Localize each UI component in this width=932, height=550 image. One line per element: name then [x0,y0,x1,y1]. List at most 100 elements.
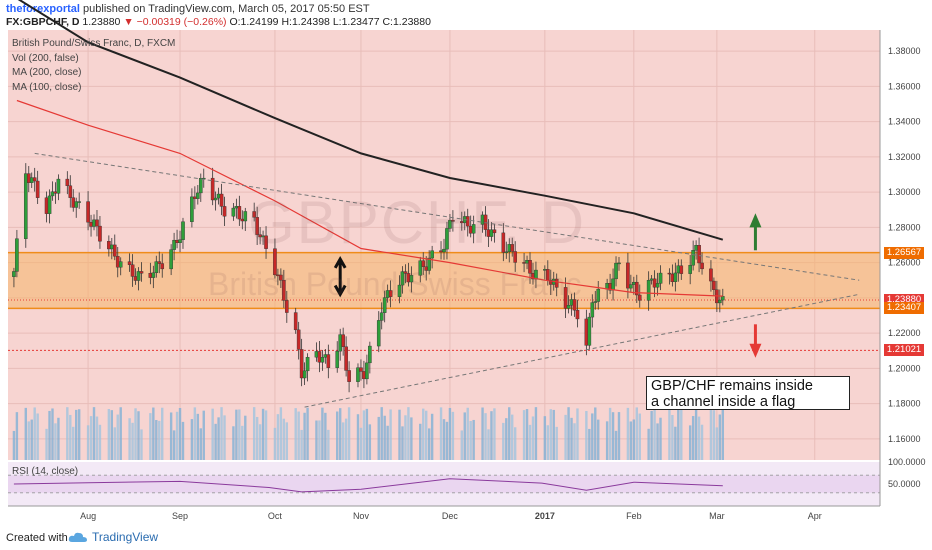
volume-bar [86,425,90,460]
cloud-icon [68,532,87,542]
candle-body [379,312,384,321]
volume-bar [466,407,469,460]
volume-bar [297,411,300,460]
legend-ma200[interactable]: MA (200, close) [12,67,82,78]
x-tick-label: Feb [626,511,642,521]
candle-body [213,197,218,201]
y-tick-label: 1.28000 [888,222,921,232]
volume-bar [677,409,680,460]
volume-bar [273,427,277,460]
volume-bar [211,408,214,460]
rsi-label[interactable]: RSI (14, close) [12,466,79,477]
volume-bar [193,407,197,460]
candle-body [694,245,698,251]
volume-bar [202,410,205,460]
candle-body [216,193,221,199]
candle-body [190,196,194,222]
candle-body [376,320,381,347]
rsi-tick-label: 50.0000 [888,479,921,489]
candle-body [403,271,408,274]
volume-bar [172,430,176,460]
publisher-name[interactable]: theforexportal [6,3,80,15]
volume-bar [588,428,591,460]
candle-body [471,224,476,234]
candle-body [160,263,165,270]
candle-body [118,261,123,268]
volume-bar [24,407,27,460]
volume-bar [161,407,164,460]
volume-bar [66,407,69,460]
candle-body [554,278,559,288]
candle-body [68,185,73,198]
candle-body [409,275,414,283]
candle-body [427,257,431,271]
x-tick-label: 2017 [535,511,555,521]
annotation-box[interactable]: GBP/CHF remains inside a channel inside … [646,376,850,410]
ma100-line [16,99,723,297]
y-tick-label: 1.30000 [888,187,921,197]
volume-bar [487,429,490,460]
volume-bar [531,416,535,460]
candle-body [231,207,236,217]
candle-body [222,206,227,217]
low-value: L:1.23477 [332,16,380,28]
candle-body [299,349,304,379]
volume-bar [715,427,719,460]
candle-body [172,239,176,250]
volume-bar [386,425,389,460]
close-value: C:1.23880 [382,16,431,28]
publisher-line: theforexportal published on TradingView.… [6,3,370,15]
legend-vol[interactable]: Vol (200, false) [12,52,79,64]
candle-body [107,241,111,250]
tradingview-logo[interactable]: TradingView [68,530,158,544]
volume-bar [15,412,19,460]
candle-body [356,367,360,382]
volume-bar [389,409,392,460]
candle-body [584,318,589,346]
candle-body [563,287,568,309]
volume-bar [178,408,182,460]
candle-body [637,294,642,301]
volume-bar [285,422,289,460]
y-tick-label: 1.34000 [888,117,921,127]
candle-body [430,250,434,259]
candle-body [317,351,322,363]
volume-bar [235,409,238,460]
high-value: H:1.24398 [281,16,330,28]
legend-ma100[interactable]: MA (100, close) [12,81,82,93]
volume-bar [303,412,306,460]
volume-bar [380,407,383,460]
volume-bar [697,416,701,460]
volume-bar [77,409,81,460]
candle-body [626,262,630,289]
candle-body [157,261,162,264]
candle-body [74,201,79,208]
volume-bar [505,418,508,460]
candle-body [98,225,102,242]
candle-body [501,232,506,253]
candle-body [47,195,52,214]
candle-body [442,248,446,253]
volume-bar [149,413,152,460]
volume-bar [549,409,552,460]
volume-bar [51,408,54,460]
volume-bar [425,410,428,460]
legend-title[interactable]: British Pound/Swiss Franc, D, FXCM [12,38,176,49]
volume-bar [33,407,36,460]
candle-body [92,219,96,227]
volume-bar [344,418,348,460]
volume-bar [12,430,16,460]
volume-bar [555,426,558,460]
rsi-tick-label: 100.0000 [888,457,926,467]
volume-bar [338,408,342,460]
candle-body [590,302,595,318]
volume-bar [252,407,256,460]
candle-body [273,248,277,276]
candle-body [510,244,515,252]
volume-bar [300,429,303,460]
volume-bar [427,428,431,460]
volume-bar [175,411,179,460]
candle-body [29,177,34,183]
volume-bar [181,421,185,460]
volume-bar [407,407,410,460]
